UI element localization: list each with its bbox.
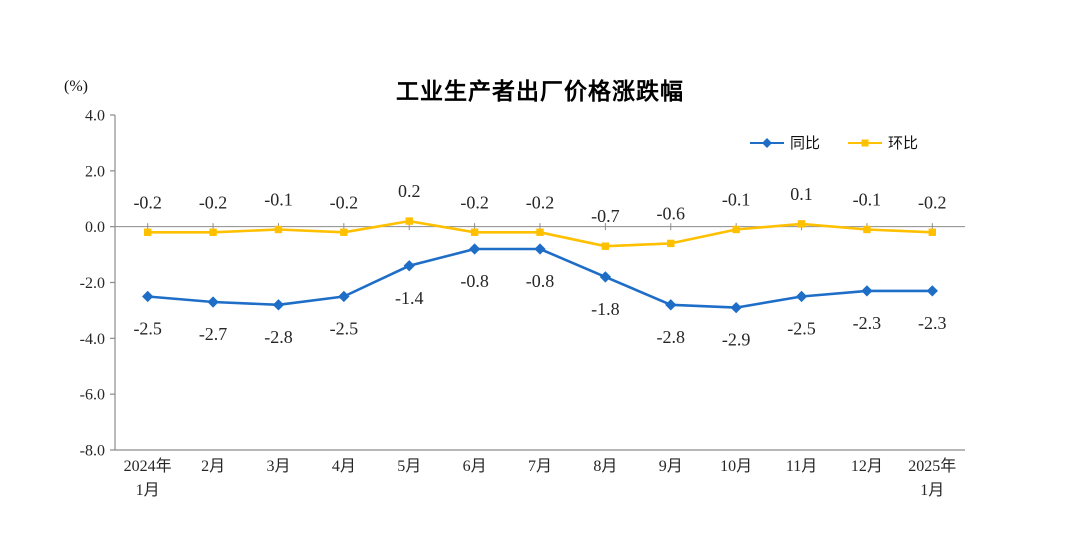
data-point-marker[interactable] <box>601 242 610 250</box>
data-point-marker[interactable] <box>143 228 152 236</box>
legend-label-yoy: 同比 <box>790 136 821 152</box>
data-point-marker[interactable] <box>403 260 415 272</box>
data-point-label: -0.8 <box>526 271 555 291</box>
data-point-marker[interactable] <box>142 290 154 303</box>
data-point-label: -0.2 <box>918 192 947 212</box>
x-axis-tick-label: 7月 <box>528 458 552 475</box>
x-axis-tick-label: 2月 <box>201 458 225 475</box>
data-point-marker[interactable] <box>599 271 612 283</box>
data-point-label: -2.5 <box>133 318 162 338</box>
data-point-marker[interactable] <box>536 228 544 236</box>
y-axis-tick-label: -4.0 <box>80 331 105 348</box>
data-point-label: 0.2 <box>398 181 421 201</box>
y-axis-tick-label: 2.0 <box>85 163 105 180</box>
data-point-marker[interactable] <box>272 299 285 311</box>
x-axis-tick-label: 5月 <box>397 458 421 475</box>
data-point-label: -2.3 <box>853 313 882 333</box>
x-axis-tick-label: 2024年 <box>124 457 172 475</box>
data-point-label: -2.8 <box>264 327 293 347</box>
data-point-label: -2.5 <box>330 318 359 338</box>
data-point-label: 0.1 <box>790 184 813 204</box>
data-point-label: -0.2 <box>133 192 162 212</box>
data-point-marker[interactable] <box>534 243 546 255</box>
x-axis-tick-label: 2025年 <box>908 457 956 475</box>
data-point-marker[interactable] <box>928 228 937 236</box>
data-point-marker[interactable] <box>470 228 479 236</box>
x-axis-tick-label: 1月 <box>920 482 944 499</box>
data-point-label: -0.7 <box>591 206 620 226</box>
data-point-label: -1.4 <box>395 288 424 308</box>
data-point-marker[interactable] <box>274 225 283 234</box>
data-point-marker[interactable] <box>405 217 413 225</box>
data-point-marker[interactable] <box>468 243 481 255</box>
data-point-label: -0.2 <box>460 192 489 212</box>
data-point-marker[interactable] <box>863 225 871 234</box>
chart-legend: 同比 环比 <box>750 132 918 153</box>
y-axis-tick-label: -8.0 <box>80 443 105 460</box>
data-point-label: -0.2 <box>526 192 555 212</box>
data-point-label: -2.7 <box>199 324 228 344</box>
data-point-label: -0.1 <box>722 189 751 209</box>
x-axis-tick-label: 11月 <box>786 458 817 475</box>
x-axis-tick-label: 4月 <box>332 458 356 475</box>
data-point-marker[interactable] <box>926 285 938 297</box>
data-point-marker[interactable] <box>209 228 217 236</box>
data-point-label: -2.3 <box>918 313 947 333</box>
data-point-label: -0.1 <box>853 189 882 209</box>
legend-item-mom[interactable]: 环比 <box>848 132 918 153</box>
data-point-marker[interactable] <box>797 220 806 228</box>
x-axis-tick-label: 12月 <box>851 458 883 475</box>
data-point-label: -2.9 <box>722 330 751 350</box>
data-point-marker[interactable] <box>730 301 742 314</box>
data-point-label: -0.2 <box>330 192 359 212</box>
data-point-marker[interactable] <box>732 225 740 234</box>
data-point-marker[interactable] <box>207 296 219 308</box>
x-axis-tick-label: 1月 <box>136 482 160 499</box>
data-point-marker[interactable] <box>795 290 808 303</box>
y-axis-tick-label: -6.0 <box>80 387 105 404</box>
data-point-marker[interactable] <box>340 228 348 236</box>
x-axis-tick-label: 10月 <box>720 458 752 475</box>
x-axis-tick-label: 9月 <box>659 458 683 475</box>
data-point-label: -1.8 <box>591 299 620 319</box>
y-axis-tick-label: -2.0 <box>80 275 105 292</box>
data-point-marker[interactable] <box>667 239 675 248</box>
x-axis-tick-label: 6月 <box>463 458 487 475</box>
chart-title: 工业生产者出厂价格涨跌幅 <box>396 79 684 104</box>
data-point-label: -2.5 <box>787 318 816 338</box>
y-axis-tick-label: 4.0 <box>85 108 105 125</box>
data-point-label: -0.8 <box>460 271 489 291</box>
data-point-label: -2.8 <box>657 327 686 347</box>
data-point-label: -0.1 <box>264 189 293 209</box>
yoy-line-swatch-icon <box>750 137 784 149</box>
y-axis-unit-label: (%) <box>64 78 88 95</box>
legend-item-yoy[interactable]: 同比 <box>750 132 820 153</box>
data-point-marker[interactable] <box>861 285 873 297</box>
data-point-label: -0.6 <box>657 203 686 223</box>
data-point-marker[interactable] <box>665 299 677 311</box>
mom-line-swatch-icon <box>848 137 883 149</box>
y-axis-tick-label: 0.0 <box>85 219 105 236</box>
x-axis-tick-label: 3月 <box>266 458 290 475</box>
data-point-label: -0.2 <box>199 192 228 212</box>
x-axis-tick-label: 8月 <box>593 458 617 475</box>
legend-label-mom: 环比 <box>888 136 919 152</box>
data-point-marker[interactable] <box>338 290 350 303</box>
